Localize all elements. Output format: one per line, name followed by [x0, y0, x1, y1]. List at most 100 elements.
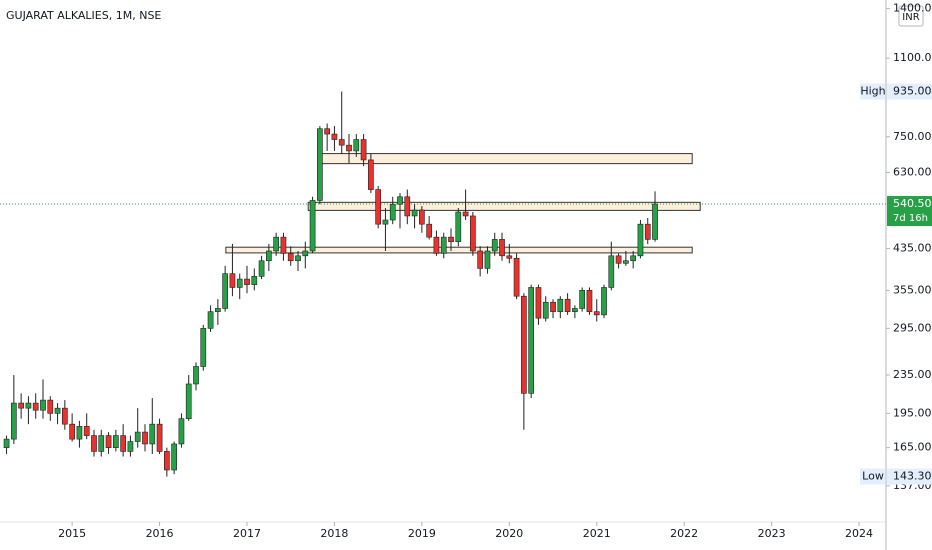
- candle-body: [215, 308, 221, 312]
- candle-body: [54, 407, 61, 414]
- candle-body: [134, 431, 141, 442]
- marker-title: High: [860, 85, 885, 98]
- candle-body: [251, 276, 258, 285]
- candle-body: [331, 133, 338, 140]
- candle-body: [244, 278, 250, 285]
- candle-body: [579, 290, 586, 309]
- x-tick-label: 2021: [583, 527, 611, 540]
- candle-body: [411, 209, 418, 217]
- candle-body: [470, 215, 476, 252]
- candle-body: [601, 287, 607, 316]
- candle-body: [426, 223, 433, 238]
- candle-body: [113, 435, 119, 448]
- candle-body: [40, 399, 46, 411]
- candle-body: [317, 128, 323, 201]
- candle-body: [623, 260, 629, 264]
- x-tick-label: 2017: [233, 527, 261, 540]
- candle-body: [353, 139, 360, 152]
- y-tick-label: 750.00: [893, 130, 932, 143]
- candle-body: [222, 273, 228, 309]
- marker-title: Low: [862, 470, 884, 483]
- candle-body: [368, 159, 374, 190]
- candle-body: [91, 435, 97, 452]
- candle-body: [448, 236, 454, 242]
- candle-body: [637, 223, 644, 257]
- candle-body: [557, 298, 564, 312]
- candle-body: [324, 128, 330, 135]
- candle-body: [149, 423, 156, 445]
- candle-body: [440, 236, 447, 254]
- candle-body: [98, 435, 105, 452]
- marker-price-box: [887, 83, 932, 100]
- y-tick-label: 1100.00: [893, 51, 932, 64]
- y-tick-label: 235.00: [893, 368, 932, 381]
- candle-body: [207, 311, 214, 329]
- candle-body: [61, 407, 68, 425]
- candle-body: [171, 443, 177, 471]
- candle-body: [455, 211, 462, 242]
- candle-body: [397, 196, 403, 205]
- candle-body: [513, 257, 520, 297]
- candle-body: [193, 366, 199, 385]
- y-tick-label: 630.00: [893, 166, 932, 179]
- x-tick-label: 2019: [408, 527, 436, 540]
- candle-body: [83, 426, 90, 436]
- last-price-box: [887, 196, 932, 227]
- candle-body: [185, 383, 192, 419]
- candle-body: [25, 402, 32, 409]
- candle-body: [120, 435, 126, 452]
- candle-body: [528, 287, 535, 394]
- candle-body: [550, 301, 556, 312]
- marker-price: 143.30: [893, 470, 932, 483]
- last-price-label: 540.50: [893, 197, 932, 210]
- candle-body: [266, 250, 272, 262]
- candle-body: [69, 423, 75, 440]
- candle-body: [499, 239, 505, 257]
- candle-body: [287, 253, 294, 262]
- candle-body: [586, 290, 593, 312]
- candle-body: [593, 311, 600, 316]
- candle-body: [47, 399, 54, 414]
- y-tick-label: 165.00: [893, 441, 932, 454]
- y-tick-label: 435.00: [893, 242, 932, 255]
- x-tick-label: 2016: [146, 527, 174, 540]
- x-tick-label: 2020: [495, 527, 523, 540]
- candle-body: [164, 451, 170, 471]
- candle-body: [280, 236, 287, 254]
- candle-body: [535, 287, 542, 319]
- candle-body: [178, 418, 185, 445]
- y-tick-label: 355.00: [893, 283, 932, 296]
- candle-body: [419, 209, 425, 225]
- x-tick-label: 2022: [670, 527, 698, 540]
- zone: [307, 201, 701, 211]
- candle-body: [236, 278, 243, 288]
- zone: [319, 153, 693, 165]
- candle-body: [156, 423, 163, 452]
- chart-title: GUJARAT ALKALIES, 1M, NSE: [6, 9, 161, 22]
- candle-body: [433, 236, 440, 254]
- candle-body: [302, 250, 309, 257]
- candle-body: [229, 273, 236, 288]
- candle-body: [542, 301, 549, 319]
- y-tick-label: 295.00: [893, 321, 932, 334]
- x-tick-label: 2024: [845, 527, 873, 540]
- candle-body: [477, 250, 484, 269]
- countdown: 7d 16h: [893, 213, 928, 224]
- y-tick-label: 1400.00: [893, 2, 932, 15]
- candle-body: [564, 298, 571, 312]
- marker-price-box: [887, 468, 932, 485]
- candle-body: [273, 236, 279, 252]
- marker-title-box: [860, 83, 885, 100]
- candle-body: [105, 435, 112, 448]
- candle-body: [462, 211, 469, 217]
- candle-body: [142, 431, 148, 445]
- candle-body: [630, 255, 637, 262]
- candle-body: [32, 402, 39, 411]
- candle-body: [76, 426, 83, 440]
- candle-body: [127, 441, 134, 452]
- candle-body: [258, 260, 265, 277]
- candle-body: [491, 239, 498, 252]
- candle-body: [652, 203, 658, 240]
